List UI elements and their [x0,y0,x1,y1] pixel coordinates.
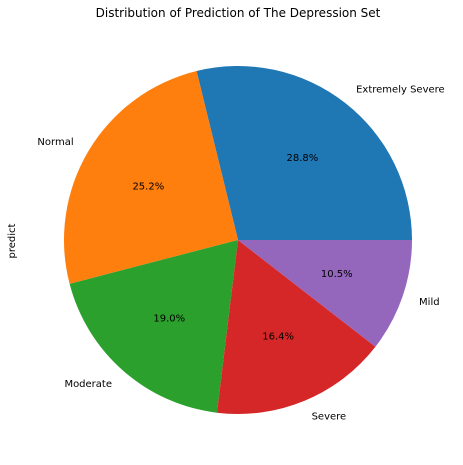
slice-percent-extremely-severe: 28.8% [287,153,319,164]
pie-slice-mild [238,240,412,347]
slice-percent-mild: 10.5% [321,269,353,280]
pie-slice-moderate [69,240,238,413]
pie-labels: Extremely Severe 28.8% Normal 25.2% Moderate… [37,84,444,422]
slice-label-normal: Normal [37,137,73,148]
slice-percent-severe: 16.4% [262,331,294,342]
chart-title: Distribution of Prediction of The Depres… [96,6,381,20]
slice-label-severe: Severe [312,412,347,423]
pie-slice-severe [216,240,376,415]
slice-percent-moderate: 19.0% [153,314,185,325]
slice-percent-normal: 25.2% [132,182,164,193]
slice-label-mild: Mild [419,297,440,308]
pie-slice-normal [63,71,238,284]
y-axis-label: predict [7,223,18,258]
pie-slices [63,65,412,415]
slice-label-extremely-severe: Extremely Severe [356,84,445,95]
pie-slice-extremely-severe [196,65,412,241]
slice-label-moderate: Moderate [64,379,112,390]
